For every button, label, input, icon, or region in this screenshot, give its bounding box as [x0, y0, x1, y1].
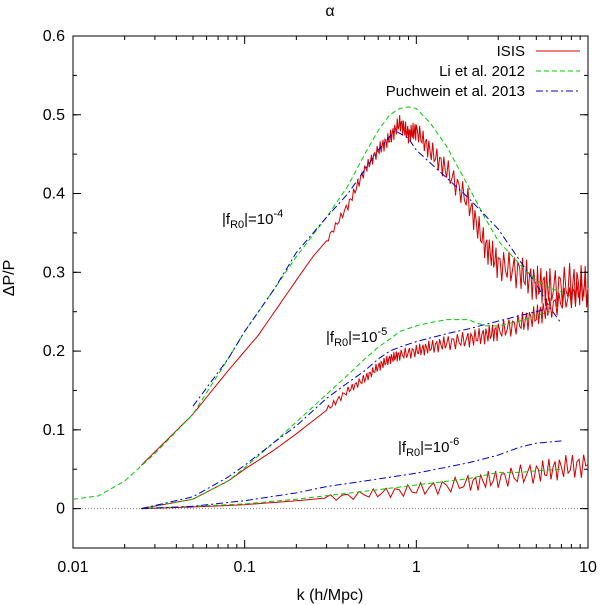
series-line-li-et-al-2012-010-4 — [72, 106, 572, 500]
x-tick-label: 0.01 — [57, 559, 88, 576]
x-axis-title: k (h/Mpc) — [297, 587, 364, 604]
series-line-puchwein-et-al-2013-010-5 — [141, 307, 551, 510]
x-tick-label: 10 — [579, 559, 597, 576]
y-tick-label: 0.1 — [43, 422, 65, 439]
series-line-li-et-al-2012-010-6 — [141, 468, 562, 510]
legend: ISIS Li et al. 2012 Puchwein et al. 2013 — [386, 43, 580, 100]
series-line-puchwein-et-al-2013-010-6 — [141, 440, 562, 510]
legend-label-puchwein: Puchwein et al. 2013 — [386, 83, 525, 100]
ticks-layer: 0 0.1 0.2 0.3 0.4 0.5 0.6 0.01 0.1 1 10 — [43, 28, 597, 576]
series-line-puchwein-et-al-2013-010-4 — [192, 129, 562, 407]
x-tick-label: 0.1 — [234, 559, 256, 576]
series-line-isis-010-5 — [141, 278, 589, 510]
series-line-isis-010-6 — [141, 454, 589, 510]
series-line-isis-010-4 — [140, 114, 589, 466]
legend-label-li: Li et al. 2012 — [439, 63, 525, 80]
x-tick-label: 1 — [412, 559, 421, 576]
series-layer — [72, 106, 589, 510]
y-tick-label: 0 — [56, 501, 65, 518]
legend-label-isis: ISIS — [497, 43, 525, 60]
y-tick-label: 0.3 — [43, 264, 65, 281]
annotation-fr0-1e-4: |fR0|=10-4 — [222, 208, 283, 231]
chart-title: α — [325, 3, 334, 20]
annotation-fr0-1e-6: |fR0|=10-6 — [398, 436, 459, 459]
y-axis-title: ΔP/P — [1, 260, 18, 296]
series-line-li-et-al-2012-010-5 — [141, 311, 551, 510]
y-tick-label: 0.2 — [43, 343, 65, 360]
y-tick-label: 0.4 — [43, 186, 65, 203]
y-tick-label: 0.6 — [43, 28, 65, 45]
annotation-fr0-1e-5: |fR0|=10-5 — [326, 326, 387, 349]
y-tick-label: 0.5 — [43, 107, 65, 124]
